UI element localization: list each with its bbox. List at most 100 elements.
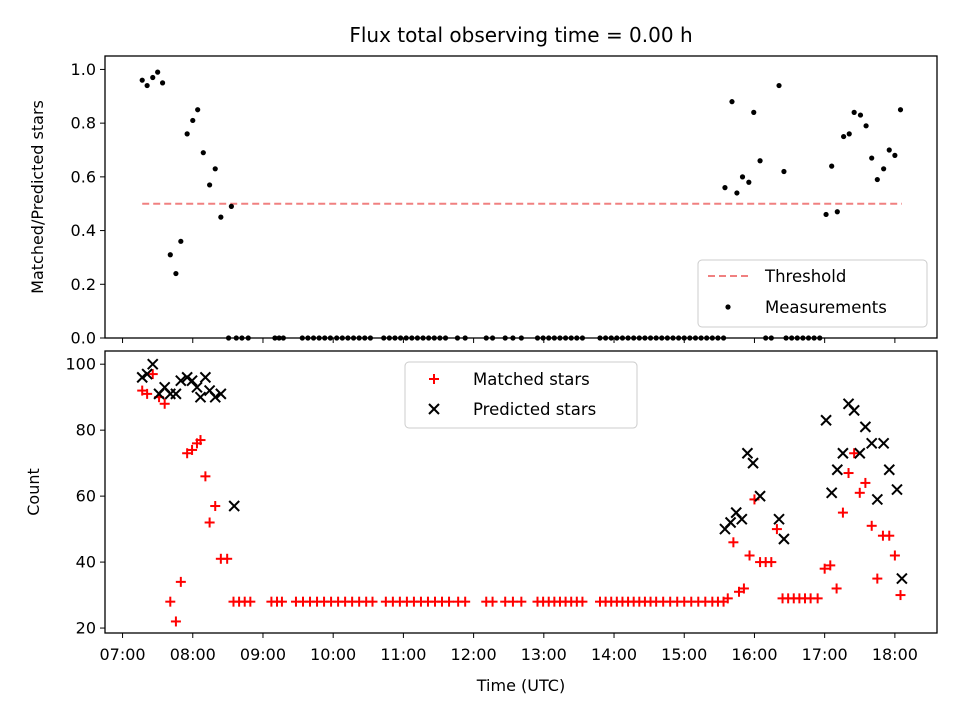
top-axes-frame — [104, 55, 938, 339]
measurement-point — [155, 69, 161, 75]
predicted-star-point — [859, 421, 872, 433]
predicted-star-point — [883, 464, 895, 476]
measurement-point — [178, 238, 184, 244]
predicted-star-point — [754, 490, 766, 502]
predicted-star-point — [831, 464, 844, 476]
measurement-point — [751, 109, 757, 115]
top-legend: Threshold Measurements — [697, 259, 928, 328]
top-y-ticks: 0.0 0.2 0.4 0.6 0.8 1.0 — [71, 60, 105, 348]
matched-star-point — [222, 553, 233, 564]
measurement-point — [212, 166, 218, 172]
top-marks — [139, 69, 904, 341]
matched-star-point — [507, 596, 518, 607]
measurement-point — [200, 150, 206, 156]
measurement-point — [863, 123, 869, 129]
bottom-y-tick-label: 100 — [65, 355, 96, 374]
predicted-star-point — [854, 447, 866, 459]
measurement-point — [886, 147, 892, 153]
measurement-point — [881, 166, 887, 172]
measurement-point — [823, 211, 829, 218]
bottom-legend-box — [404, 361, 638, 429]
measurement-point — [846, 131, 852, 137]
legend-predicted-label: Predicted stars — [473, 400, 596, 419]
measurement-point — [734, 190, 740, 196]
bottom-panel: 20 40 60 80 100 07:00 08:00 09:00 10:00 11:00 12:… — [24, 350, 938, 695]
bottom-y-tick-label: 80 — [76, 421, 96, 440]
predicted-star-point — [136, 371, 148, 384]
measurement-point — [757, 158, 763, 164]
measurement-point — [150, 74, 156, 81]
measurement-point — [228, 203, 234, 209]
measurement-point — [776, 82, 782, 89]
top-panel: 0.0 0.2 0.4 0.6 0.8 1.0 Matched/Predicted sta… — [28, 55, 938, 348]
predicted-star-point — [865, 437, 878, 450]
matched-star-point — [444, 596, 455, 607]
x-tick-label: 13:00 — [521, 645, 567, 664]
predicted-star-point — [141, 368, 153, 380]
measurement-point — [781, 168, 787, 175]
matched-star-point — [728, 537, 739, 548]
x-tick-label: 18:00 — [872, 645, 918, 664]
measurement-point — [834, 209, 840, 215]
top-y-tick-label: 0.0 — [71, 329, 96, 348]
top-y-tick-label: 0.2 — [71, 275, 96, 294]
matched-star-point — [577, 596, 588, 607]
predicted-star-point — [181, 371, 193, 384]
predicted-star-point — [896, 572, 908, 585]
x-tick-label: 10:00 — [310, 645, 356, 664]
measurement-point — [739, 174, 746, 180]
matched-star-point — [849, 448, 860, 459]
measurement-point — [829, 163, 835, 169]
bottom-y-axis-label: Count — [24, 468, 43, 516]
matched-star-point — [204, 517, 215, 528]
top-legend-box — [697, 259, 928, 328]
bottom-axes-frame — [104, 350, 938, 634]
predicted-star-point — [825, 487, 838, 499]
predicted-star-point — [837, 447, 849, 459]
matched-star-point — [819, 563, 830, 574]
top-y-tick-label: 1.0 — [71, 60, 96, 79]
x-tick-label: 11:00 — [380, 645, 426, 664]
x-tick-label: 16:00 — [731, 645, 777, 664]
matched-star-point — [367, 596, 378, 607]
matched-star-point — [854, 487, 865, 498]
x-tick-label: 12:00 — [451, 645, 497, 664]
predicted-star-point — [724, 516, 737, 529]
predicted-star-point — [215, 388, 227, 400]
predicted-star-point — [186, 374, 198, 387]
measurement-point — [746, 179, 752, 185]
matched-star-point — [200, 471, 211, 482]
matched-star-point — [866, 520, 877, 531]
measurement-point — [195, 107, 201, 113]
measurement-point — [874, 176, 880, 183]
matched-star-point — [142, 388, 153, 399]
predicted-star-point — [747, 457, 759, 469]
legend-measurements-label: Measurements — [765, 298, 887, 317]
predicted-star-point — [820, 414, 832, 426]
predicted-star-point — [891, 483, 903, 496]
legend-measurements-swatch — [725, 304, 731, 310]
measurement-point — [841, 133, 847, 140]
measurement-point — [167, 252, 173, 258]
measurement-point — [159, 80, 166, 86]
matched-star-point — [738, 583, 749, 594]
predicted-star-point — [773, 513, 785, 525]
predicted-star-point — [741, 447, 754, 459]
matched-star-point — [722, 593, 733, 604]
measurement-point — [190, 117, 196, 124]
legend-predicted-swatch — [428, 403, 440, 415]
measurement-point — [139, 77, 145, 83]
matched-star-point — [837, 507, 848, 518]
measurement-point — [207, 182, 213, 188]
predicted-star-point — [175, 374, 187, 387]
matched-star-point — [195, 435, 206, 446]
predicted-star-point — [848, 404, 860, 417]
predicted-star-point — [877, 437, 890, 450]
matched-star-point — [872, 573, 883, 584]
bottom-legend: Matched stars Predicted stars — [404, 361, 638, 429]
predicted-star-point — [228, 500, 240, 512]
bottom-y-tick-label: 60 — [76, 487, 96, 506]
measurement-point — [869, 155, 875, 161]
matched-star-point — [744, 550, 755, 561]
matched-star-point — [884, 530, 895, 541]
